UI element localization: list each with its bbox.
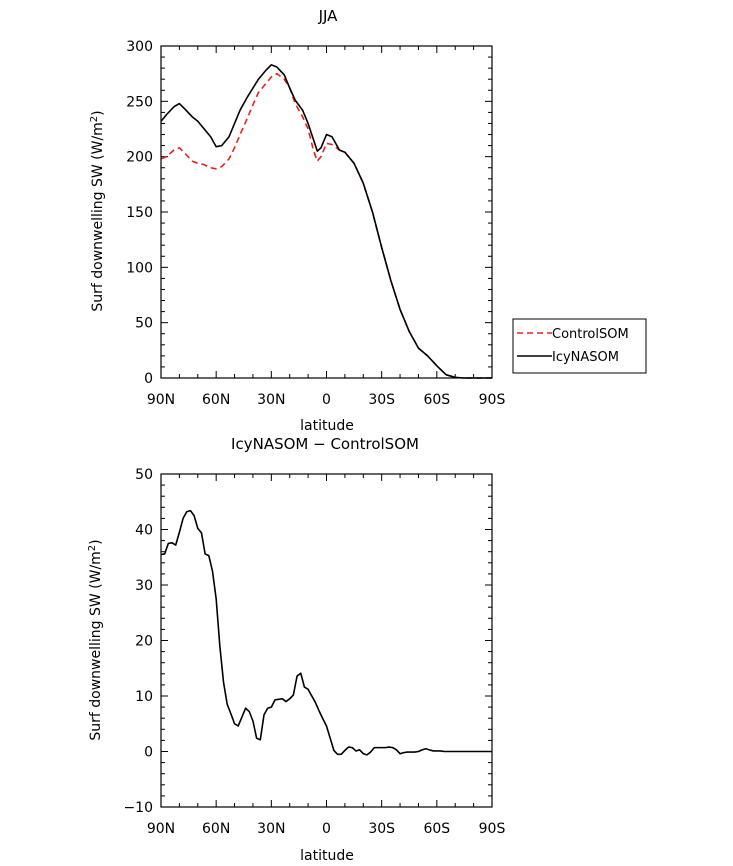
- x-tick-label: 90N: [147, 392, 175, 408]
- x-tick-label: 30S: [368, 392, 395, 408]
- plot-frame-bottom: [160, 473, 493, 808]
- top-y-tick-labels: 0 50 100 150 200 250 300: [126, 39, 153, 387]
- y-axis-label-bottom: Surf downwelling SW (W/m2): [87, 539, 104, 740]
- x-tick-label: 90N: [147, 821, 175, 837]
- x-tick-label: 30N: [257, 392, 285, 408]
- bottom-x-tick-labels: 90N 60N 30N 0 30S 60S 90S: [147, 821, 506, 837]
- top-axis-ticks: [160, 45, 493, 379]
- x-tick-label: 60S: [423, 392, 450, 408]
- series-line-controlsom: [160, 72, 492, 379]
- bottom-axis-ticks: [160, 473, 493, 808]
- x-axis-label-bottom: latitude: [300, 848, 354, 864]
- x-tick-label: 30N: [257, 821, 285, 837]
- plot-frame-top: [160, 45, 493, 379]
- y-tick-label: 40: [135, 523, 153, 539]
- x-tick-label: 30S: [368, 821, 395, 837]
- y-axis-label-top: Surf downwelling SW (W/m2): [89, 110, 106, 311]
- x-tick-label: 60N: [202, 392, 230, 408]
- legend-label-icynasom: IcyNASOM: [552, 350, 619, 365]
- y-tick-label: −10: [123, 800, 153, 816]
- y-tick-label: 30: [135, 578, 153, 594]
- series-line-icynasom: [160, 64, 492, 379]
- y-tick-label: 0: [144, 371, 153, 387]
- y-tick-label: 100: [126, 260, 153, 276]
- legend-box: [512, 318, 647, 374]
- bottom-series-lines: [160, 509, 492, 756]
- x-tick-label: 0: [322, 392, 331, 408]
- series-line-difference: [160, 509, 492, 756]
- y-tick-label: 0: [144, 745, 153, 761]
- panel-top-jja: JJA Surf downwelling SW (W/m2) latitude …: [89, 7, 647, 434]
- top-x-tick-labels: 90N 60N 30N 0 30S 60S 90S: [147, 392, 506, 408]
- chart-title-top: JJA: [318, 7, 339, 25]
- y-tick-label: 150: [126, 205, 153, 221]
- chart-title-bottom: IcyNASOM − ControlSOM: [231, 435, 419, 453]
- y-tick-label: 300: [126, 39, 153, 55]
- y-tick-label: 200: [126, 150, 153, 166]
- panel-bottom-difference: IcyNASOM − ControlSOM Surf downwelling S…: [87, 435, 505, 864]
- y-tick-label: 10: [135, 689, 153, 705]
- bottom-y-tick-labels: −10 0 10 20 30 40 50: [123, 467, 153, 816]
- x-axis-label-top: latitude: [300, 418, 354, 434]
- x-tick-label: 60S: [423, 821, 450, 837]
- x-tick-label: 90S: [479, 392, 506, 408]
- x-tick-label: 60N: [202, 821, 230, 837]
- legend-label-controlsom: ControlSOM: [552, 327, 629, 342]
- x-tick-label: 0: [322, 821, 331, 837]
- top-series-lines: [160, 64, 492, 379]
- x-tick-label: 90S: [479, 821, 506, 837]
- y-tick-label: 250: [126, 94, 153, 110]
- legend: ControlSOM IcyNASOM: [512, 318, 647, 374]
- y-tick-label: 50: [135, 316, 153, 332]
- y-tick-label: 50: [135, 467, 153, 483]
- y-tick-label: 20: [135, 634, 153, 650]
